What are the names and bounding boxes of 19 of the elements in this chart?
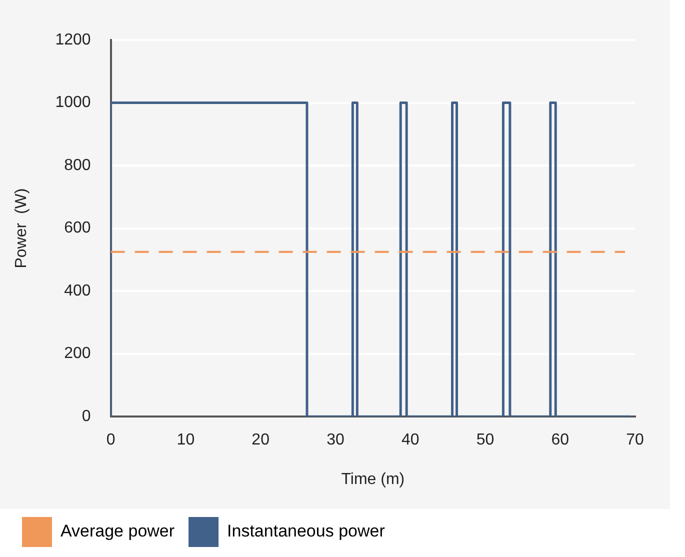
x-tick-label: 0 (106, 432, 116, 449)
y-tick-label: 1200 (55, 31, 91, 48)
y-tick-label: 0 (82, 408, 91, 426)
x-tick-label: 70 (626, 432, 644, 449)
y-tick-label: 600 (64, 220, 91, 237)
x-tick-label: 60 (551, 432, 570, 449)
x-tick-label: 30 (326, 432, 344, 449)
x-axis-title: Time (m) (341, 470, 405, 488)
y-tick-label: 200 (64, 345, 91, 362)
x-tick-label: 50 (476, 432, 494, 449)
y-axis-title: Power (W) (13, 188, 30, 268)
legend-label: Average power (60, 522, 175, 541)
x-tick-label: 10 (176, 432, 195, 449)
y-tick-label: 800 (64, 156, 91, 174)
y-tick-label: 400 (64, 282, 91, 300)
y-tick-label: 1000 (55, 94, 91, 112)
legend-label: Instantaneous power (227, 522, 386, 541)
x-tick-label: 40 (401, 432, 420, 449)
x-tick-label: 20 (252, 432, 270, 449)
